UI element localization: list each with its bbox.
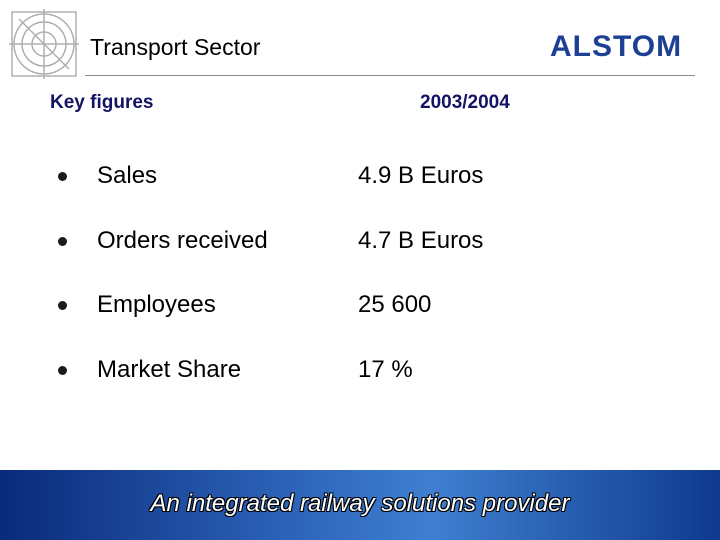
company-logo: ALSTOM [550,30,683,63]
row-label: Market Share [97,355,242,383]
bullet [58,365,67,375]
row-label: Orders received [97,226,268,254]
column-header: Key figures [50,92,154,113]
decor-emblem [9,9,79,79]
column-header: 2003/2004 [420,92,510,113]
row-label: Employees [97,291,216,318]
bullet [58,301,67,310]
row-value: 25 600 [358,291,432,318]
bullet [58,236,67,246]
footer-tagline: An integrated railway solutions provider [150,490,570,517]
header-rule [85,75,695,76]
row-label: Sales [97,162,158,189]
footer-band [0,470,720,540]
slide-title: Transport Sector [90,34,261,60]
row-value: 4.9 B Euros [358,162,484,189]
row-value: 17 % [358,355,413,383]
bullet [58,172,67,181]
row-value: 4.7 B Euros [358,226,484,254]
